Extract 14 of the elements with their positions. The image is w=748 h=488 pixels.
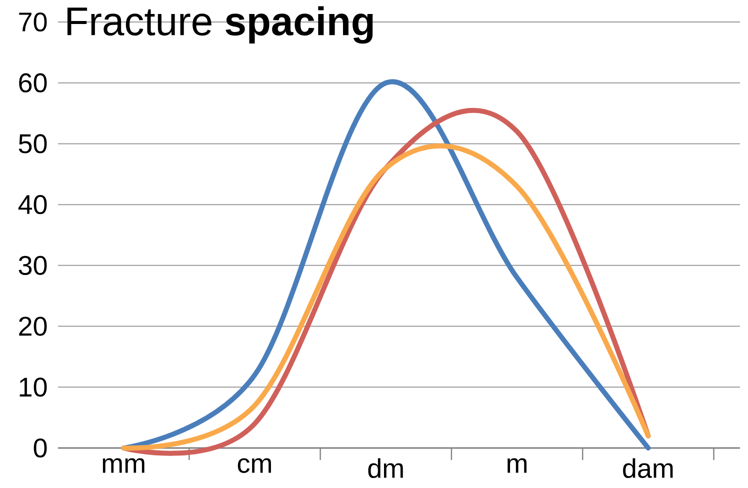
y-tick-label: 0 [34,438,47,458]
x-tick-label: cm [238,458,271,473]
x-tick-label: dm [368,458,403,478]
y-tick-label: 50 [18,134,47,154]
y-tick-label: 40 [18,195,47,214]
y-tick-label: 60 [19,73,47,92]
y-tick-label: 20 [19,316,47,336]
y-tick-label: 70 [19,12,47,32]
y-tick-label: 10 [20,378,47,397]
x-tick-label: dam [623,458,673,478]
y-tick-label: 30 [18,256,47,275]
x-tick-label: m [508,458,527,473]
chart-title: Fracture spacing [67,6,373,44]
x-tick-label: mm [102,458,144,473]
